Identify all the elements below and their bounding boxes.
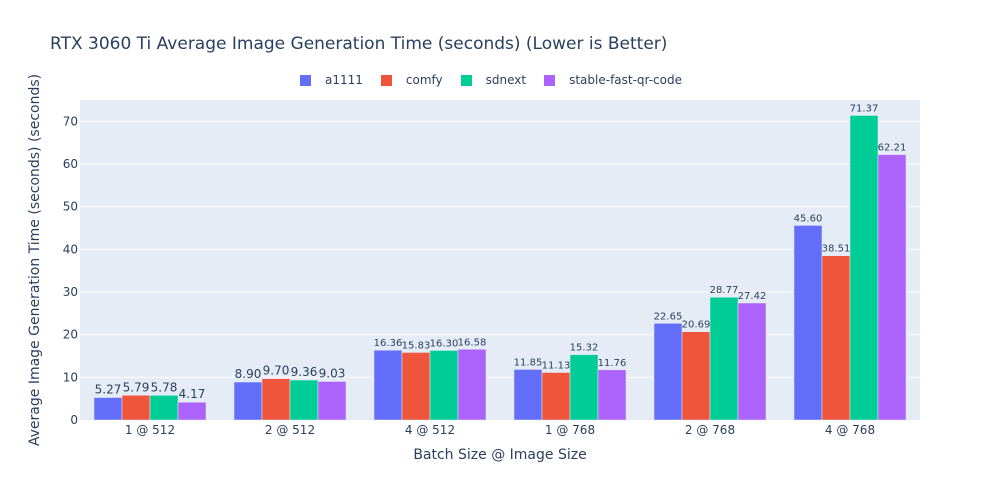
legend-swatch <box>460 74 472 86</box>
y-tick-label: 20 <box>63 328 78 342</box>
data-label: 11.13 <box>542 361 571 372</box>
bar-stable-fast-qr-code <box>457 349 487 421</box>
y-axis-label: Average Image Generation Time (seconds) … <box>27 73 43 447</box>
bar-comfy <box>821 255 851 421</box>
y-tick-label: 50 <box>63 200 78 214</box>
bar-comfy <box>401 352 431 421</box>
data-label: 15.32 <box>570 343 599 354</box>
y-tick-label: 30 <box>63 285 78 299</box>
bar-comfy <box>121 395 151 421</box>
data-label: 9.03 <box>319 366 346 380</box>
y-tick-label: 10 <box>63 370 78 384</box>
data-label: 9.36 <box>291 365 318 379</box>
data-label: 71.37 <box>850 103 879 114</box>
x-tick-label: 1 @ 768 <box>545 423 595 437</box>
y-tick-label: 60 <box>63 157 78 171</box>
data-label: 28.77 <box>710 285 739 296</box>
x-tick-label: 1 @ 512 <box>125 423 175 437</box>
x-tick-label: 2 @ 768 <box>685 423 735 437</box>
bar-sdnext <box>149 395 179 421</box>
bar-stable-fast-qr-code <box>877 154 907 421</box>
legend-label: comfy <box>405 73 443 87</box>
data-label: 11.85 <box>514 357 543 368</box>
x-tick-label: 4 @ 768 <box>825 423 875 437</box>
data-label: 9.70 <box>263 364 290 378</box>
bar-a1111 <box>513 369 543 421</box>
data-label: 11.76 <box>598 358 627 369</box>
plot-background <box>80 100 920 420</box>
legend-item[interactable]: comfy <box>380 71 443 89</box>
x-axis-label: Batch Size @ Image Size <box>413 447 587 463</box>
bar-stable-fast-qr-code <box>177 401 207 421</box>
data-label: 15.83 <box>402 340 431 351</box>
bar-sdnext <box>429 350 459 421</box>
data-label: 27.42 <box>738 291 767 302</box>
data-label: 5.78 <box>151 380 178 394</box>
data-label: 20.69 <box>682 320 711 331</box>
bar-comfy <box>261 378 291 421</box>
x-tick-label: 2 @ 512 <box>265 423 315 437</box>
data-label: 16.36 <box>374 338 403 349</box>
data-label: 45.60 <box>794 213 823 224</box>
legend-label: stable-fast-qr-code <box>569 73 682 87</box>
legend-swatch <box>544 74 556 86</box>
bar-comfy <box>541 372 571 421</box>
legend-swatch <box>299 74 311 86</box>
data-label: 5.27 <box>95 383 122 397</box>
data-label: 38.51 <box>822 244 851 255</box>
data-label: 5.79 <box>123 380 150 394</box>
chart-title: RTX 3060 Ti Average Image Generation Tim… <box>50 34 668 54</box>
bar-stable-fast-qr-code <box>597 369 627 421</box>
bar-sdnext <box>709 296 739 421</box>
bar-a1111 <box>373 349 403 421</box>
bar-a1111 <box>653 323 683 421</box>
bar-sdnext <box>849 115 879 421</box>
data-label: 16.58 <box>458 337 487 348</box>
data-label: 4.17 <box>179 387 206 401</box>
bar-sdnext <box>569 354 599 421</box>
legend-swatch <box>380 74 392 86</box>
bar-comfy <box>681 331 711 421</box>
legend-label: sdnext <box>485 73 527 87</box>
bar-a1111 <box>93 397 123 421</box>
x-tick-label: 4 @ 512 <box>405 423 455 437</box>
legend-item[interactable]: sdnext <box>460 71 527 89</box>
bar-a1111 <box>793 225 823 421</box>
bar-stable-fast-qr-code <box>317 381 347 421</box>
bar-stable-fast-qr-code <box>737 302 767 421</box>
legend: a1111 comfy sdnext stable-fast-qr-code <box>0 71 1000 89</box>
bar-a1111 <box>233 381 263 421</box>
legend-item[interactable]: stable-fast-qr-code <box>544 71 682 89</box>
legend-item[interactable]: a1111 <box>299 71 363 89</box>
data-label: 22.65 <box>654 311 683 322</box>
bar-sdnext <box>289 379 319 421</box>
data-label: 8.90 <box>235 367 262 381</box>
y-tick-label: 0 <box>70 413 78 427</box>
data-label: 62.21 <box>878 143 907 154</box>
legend-label: a1111 <box>324 73 363 87</box>
y-tick-label: 40 <box>63 242 78 256</box>
y-tick-label: 70 <box>63 114 78 128</box>
data-label: 16.30 <box>430 338 459 349</box>
